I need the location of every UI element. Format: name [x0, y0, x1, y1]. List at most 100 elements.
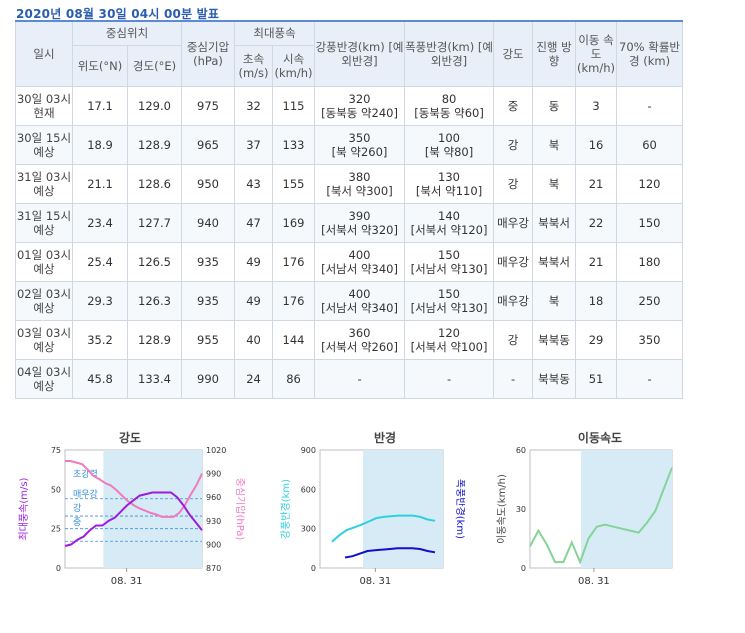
row-storm-radius-line2: [서북서 약120]: [410, 222, 488, 237]
row-gale-radius: 350 [북 약260]: [314, 124, 406, 165]
right-axis-tick-label: 870: [206, 564, 221, 573]
row-time: 02일 03시 예상: [15, 280, 73, 321]
row-wind-ms: 47: [234, 202, 274, 243]
row-storm-radius: 140 [서북서 약120]: [404, 202, 495, 243]
row-gale-radius-line2: [서남서 약340]: [321, 261, 398, 276]
intensity-chart: 강도 초강력 매우강 강 중 0 25 50 75 870 900 930 960 990 1020 08.…: [15, 425, 245, 595]
forecast-shading: [103, 450, 202, 568]
row-time-line1: 31일 15시: [16, 208, 72, 223]
row-time-line1: 03일 03시: [16, 325, 72, 340]
row-time-line2: 예상: [33, 378, 55, 393]
row-prob-radius: 150: [616, 202, 684, 243]
row-wind-kmh: 133: [272, 124, 316, 165]
row-speed: 21: [575, 163, 618, 204]
row-lat: 45.8: [72, 358, 128, 399]
speed-chart: 이동속도 0 30 60 08. 31 이동속도(km/h): [490, 425, 680, 595]
table-row: 03일 03시 예상 35.2 128.9 955 40 144 360 [서북서 약260] 1…: [15, 319, 684, 360]
row-lon: 126.5: [126, 241, 183, 282]
row-direction: 동: [532, 85, 577, 126]
row-storm-radius-line1: 140: [438, 208, 460, 223]
row-speed: 3: [575, 85, 618, 126]
row-storm-radius-line1: 100: [438, 130, 460, 145]
row-gale-radius-line2: [동북동 약240]: [321, 105, 398, 120]
header-speed: 이동 속도 (km/h): [575, 20, 618, 87]
left-axis-tick-label: 25: [51, 525, 61, 534]
row-lon: 126.3: [126, 280, 183, 321]
row-gale-radius-line2: [서남서 약340]: [321, 300, 398, 315]
row-storm-radius: -: [404, 358, 495, 399]
row-gale-radius-line2: [서북서 약320]: [321, 222, 398, 237]
x-axis-tick-label: 08. 31: [578, 576, 610, 587]
row-speed: 18: [575, 280, 618, 321]
row-intensity: 매우강: [493, 202, 534, 243]
row-gale-radius: 360 [서북서 약260]: [314, 319, 406, 360]
row-storm-radius-line2: [북 약80]: [424, 144, 474, 159]
header-lon: 경도(°E): [126, 44, 183, 87]
right-axis-label: 중심기압(hPa): [234, 478, 245, 541]
left-axis-tick-label: 0: [311, 564, 316, 573]
row-lon: 133.4: [126, 358, 183, 399]
row-gale-radius: 400 [서남서 약340]: [314, 280, 406, 321]
row-pressure: 965: [181, 124, 236, 165]
row-time: 01일 03시 예상: [15, 241, 73, 282]
left-axis-label: 이동속도(km/h): [496, 474, 508, 544]
x-axis-tick-label: 08. 31: [111, 576, 143, 587]
header-pressure: 중심기압 (hPa): [181, 20, 236, 87]
row-lon: 129.0: [126, 85, 183, 126]
row-storm-radius-line2: [서남서 약130]: [410, 261, 488, 276]
row-speed: 22: [575, 202, 618, 243]
row-time-line1: 30일 15시: [16, 130, 72, 145]
row-gale-radius-line1: 360: [348, 325, 371, 340]
row-direction: 북북서: [532, 202, 577, 243]
row-wind-ms: 49: [234, 280, 274, 321]
row-time: 31일 15시 예상: [15, 202, 73, 243]
row-speed: 51: [575, 358, 618, 399]
header-lat: 위도(°N): [72, 44, 128, 87]
row-gale-radius: -: [314, 358, 406, 399]
x-axis-tick-label: 08. 31: [359, 576, 391, 587]
row-wind-ms: 43: [234, 163, 274, 204]
row-pressure: 940: [181, 202, 236, 243]
row-gale-radius-line1: -: [357, 371, 362, 386]
row-direction: 북북동: [532, 319, 577, 360]
header-direction: 진행 방향: [532, 20, 577, 87]
left-axis-tick-label: 0: [521, 564, 526, 573]
left-axis-tick-label: 30: [516, 505, 526, 514]
row-lat: 35.2: [72, 319, 128, 360]
row-prob-radius: 180: [616, 241, 684, 282]
row-prob-radius: 120: [616, 163, 684, 204]
row-prob-radius: -: [616, 85, 684, 126]
row-wind-ms: 37: [234, 124, 274, 165]
row-time-line2: 예상: [33, 183, 55, 198]
row-time-line1: 31일 03시: [16, 169, 72, 184]
row-time-line2: 예상: [33, 339, 55, 354]
row-gale-radius-line2: [서북서 약260]: [321, 339, 398, 354]
header-time: 일시: [15, 20, 73, 87]
row-time-line1: 02일 03시: [16, 286, 72, 301]
table-row: 31일 15시 예상 23.4 127.7 940 47 169 390 [서북서 약320] 1…: [15, 202, 684, 243]
row-intensity: -: [493, 358, 534, 399]
row-intensity: 중: [493, 85, 534, 126]
right-axis-label: 폭풍반경(km): [454, 479, 465, 539]
row-gale-radius-line1: 400: [348, 286, 371, 301]
row-lon: 128.9: [126, 124, 183, 165]
row-storm-radius: 120 [서북서 약100]: [404, 319, 495, 360]
left-axis-tick-label: 600: [301, 485, 316, 494]
row-time: 30일 03시 현재: [15, 85, 73, 126]
row-speed: 21: [575, 241, 618, 282]
row-storm-radius: 80 [동북동 약60]: [404, 85, 495, 126]
header-prob-radius: 70% 확률반경 (km): [616, 20, 684, 87]
row-time-line2: 현재: [33, 105, 55, 120]
table-row: 30일 03시 현재 17.1 129.0 975 32 115 320 [동북동 약240] 8…: [15, 85, 684, 126]
row-lon: 127.7: [126, 202, 183, 243]
speed-series-line: [529, 467, 673, 565]
row-intensity: 강: [493, 124, 534, 165]
row-storm-radius: 150 [서남서 약130]: [404, 280, 495, 321]
header-gale-radius: 강풍반경(km) [예외반경]: [314, 20, 406, 87]
header-maxwind: 최대풍속: [234, 20, 316, 46]
left-axis-tick-label: 75: [51, 446, 61, 455]
row-intensity: 매우강: [493, 280, 534, 321]
row-storm-radius: 150 [서남서 약130]: [404, 241, 495, 282]
header-storm-radius: 폭풍반경(km) [예외반경]: [404, 20, 495, 87]
row-lat: 23.4: [72, 202, 128, 243]
